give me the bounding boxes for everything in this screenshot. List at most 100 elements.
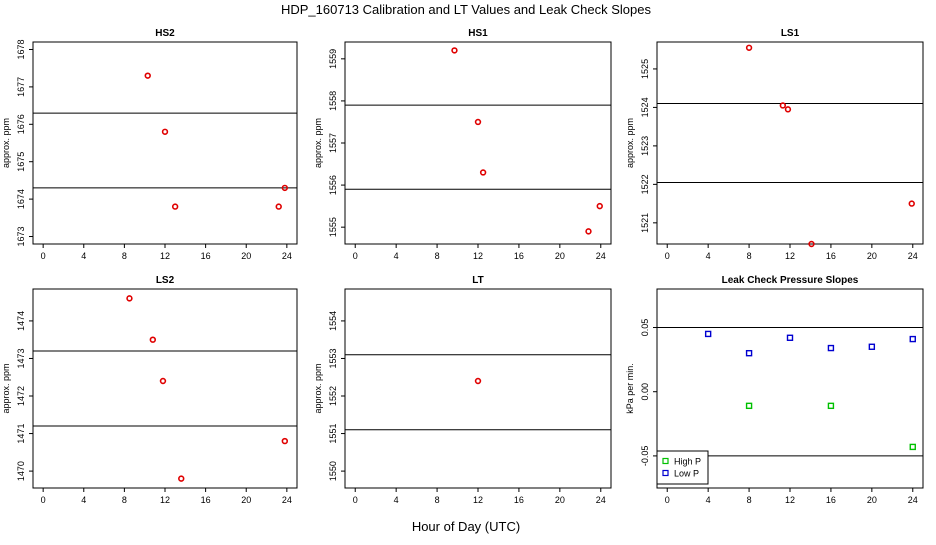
data-point <box>704 330 712 338</box>
x-tick-label: 12 <box>160 251 170 261</box>
x-tick-label: 8 <box>122 251 127 261</box>
y-tick-label: 0.00 <box>640 383 650 401</box>
data-point <box>909 443 916 451</box>
panel-0: HS2 0 4 8 12 16 20 24 1673 1674 1675 1676 1677 1678 ap… <box>1 28 298 261</box>
x-tick-label: 4 <box>81 495 86 505</box>
x-tick-label: 4 <box>81 251 86 261</box>
data-point <box>745 402 753 410</box>
x-tick-label: 20 <box>241 495 251 505</box>
x-tick-label: 16 <box>201 251 211 261</box>
panel-title: HS1 <box>468 28 488 39</box>
data-point <box>451 47 458 54</box>
x-tick-label: 24 <box>908 495 918 505</box>
x-tick-label: 12 <box>160 495 170 505</box>
legend-swatch <box>662 457 669 465</box>
x-tick-label: 20 <box>867 251 877 261</box>
data-point <box>144 72 151 79</box>
x-tick-label: 16 <box>514 495 524 505</box>
data-point <box>474 118 482 126</box>
plot-frame <box>344 288 612 489</box>
y-axis-label: approx. ppm <box>625 118 635 168</box>
y-tick-label: 1556 <box>328 175 338 195</box>
y-tick-label: 1677 <box>16 77 26 97</box>
data-point <box>909 335 916 343</box>
x-tick-label: 12 <box>785 495 795 505</box>
plot-frame <box>656 41 924 245</box>
x-tick-label: 20 <box>241 251 251 261</box>
data-point <box>281 437 289 445</box>
y-tick-label: 1470 <box>16 461 26 481</box>
x-tick-label: 8 <box>747 495 752 505</box>
x-tick-label: 0 <box>41 251 46 261</box>
data-point <box>126 295 133 302</box>
x-tick-label: 8 <box>747 251 752 261</box>
data-point <box>786 334 794 341</box>
data-point <box>808 240 815 248</box>
x-tick-label: 20 <box>555 251 565 261</box>
data-point <box>827 344 835 352</box>
x-tick-label: 24 <box>282 251 292 261</box>
x-tick-label: 24 <box>282 495 292 505</box>
panel-2: LS1 0 4 8 12 16 20 24 1521 1522 1523 1524 1525 approx… <box>625 28 924 261</box>
data-point <box>745 349 753 357</box>
panel-3: LS2 0 4 8 12 16 20 24 1470 1471 1472 1473 1474 approx… <box>1 275 298 505</box>
x-tick-label: 24 <box>908 251 918 261</box>
plot-frame <box>344 41 612 245</box>
x-tick-label: 0 <box>353 251 358 261</box>
data-point <box>159 377 167 385</box>
y-tick-label: 1678 <box>16 39 26 59</box>
y-tick-label: 1555 <box>328 217 338 237</box>
x-tick-label: 16 <box>826 251 836 261</box>
y-axis-label: approx. ppm <box>1 118 11 168</box>
x-tick-label: 24 <box>596 251 606 261</box>
y-tick-label: 0.05 <box>640 319 650 337</box>
x-tick-label: 0 <box>665 495 670 505</box>
panel-5: Leak Check Pressure Slopes 0 4 8 12 16 20 24 -0.… <box>625 275 924 505</box>
x-tick-label: 4 <box>706 251 711 261</box>
data-point <box>479 169 487 176</box>
y-tick-label: 1474 <box>16 311 26 331</box>
x-tick-label: 4 <box>394 251 399 261</box>
y-tick-label: -0.05 <box>640 446 650 467</box>
x-tick-label: 16 <box>826 495 836 505</box>
data-point <box>171 203 179 210</box>
legend-label: Low P <box>674 469 699 479</box>
x-tick-label: 24 <box>596 495 606 505</box>
x-tick-label: 4 <box>394 495 399 505</box>
y-axis-label: approx. ppm <box>313 118 323 168</box>
y-tick-label: 1472 <box>16 386 26 406</box>
data-point <box>908 200 915 207</box>
data-point <box>149 336 157 343</box>
panel-title: LS2 <box>156 275 175 286</box>
y-tick-label: 1473 <box>16 348 26 368</box>
x-tick-label: 0 <box>41 495 46 505</box>
legend-swatch <box>662 469 669 477</box>
y-tick-label: 1471 <box>16 424 26 444</box>
y-tick-label: 1552 <box>328 386 338 406</box>
x-tick-label: 8 <box>122 495 127 505</box>
y-tick-label: 1550 <box>328 461 338 481</box>
y-tick-label: 1676 <box>16 114 26 134</box>
y-axis-label: kPa per min. <box>625 363 635 414</box>
y-axis-label: approx. ppm <box>1 363 11 413</box>
x-tick-label: 12 <box>785 251 795 261</box>
legend-label: High P <box>674 457 701 467</box>
y-axis-label: approx. ppm <box>313 363 323 413</box>
y-tick-label: 1559 <box>328 49 338 69</box>
panel-4: LT 0 4 8 12 16 20 24 1550 1551 1552 1553 1554 approx.… <box>313 275 612 505</box>
panel-title: LT <box>472 275 483 286</box>
x-tick-label: 12 <box>473 495 483 505</box>
x-tick-label: 16 <box>514 251 524 261</box>
data-point <box>585 228 592 235</box>
x-tick-label: 0 <box>353 495 358 505</box>
y-tick-label: 1558 <box>328 91 338 111</box>
x-tick-label: 4 <box>706 495 711 505</box>
data-point <box>275 203 282 210</box>
x-axis-label: Hour of Day (UTC) <box>412 519 520 534</box>
data-point <box>178 475 185 482</box>
data-point <box>161 128 169 135</box>
x-tick-label: 8 <box>435 495 440 505</box>
y-tick-label: 1554 <box>328 311 338 331</box>
y-tick-label: 1557 <box>328 133 338 153</box>
